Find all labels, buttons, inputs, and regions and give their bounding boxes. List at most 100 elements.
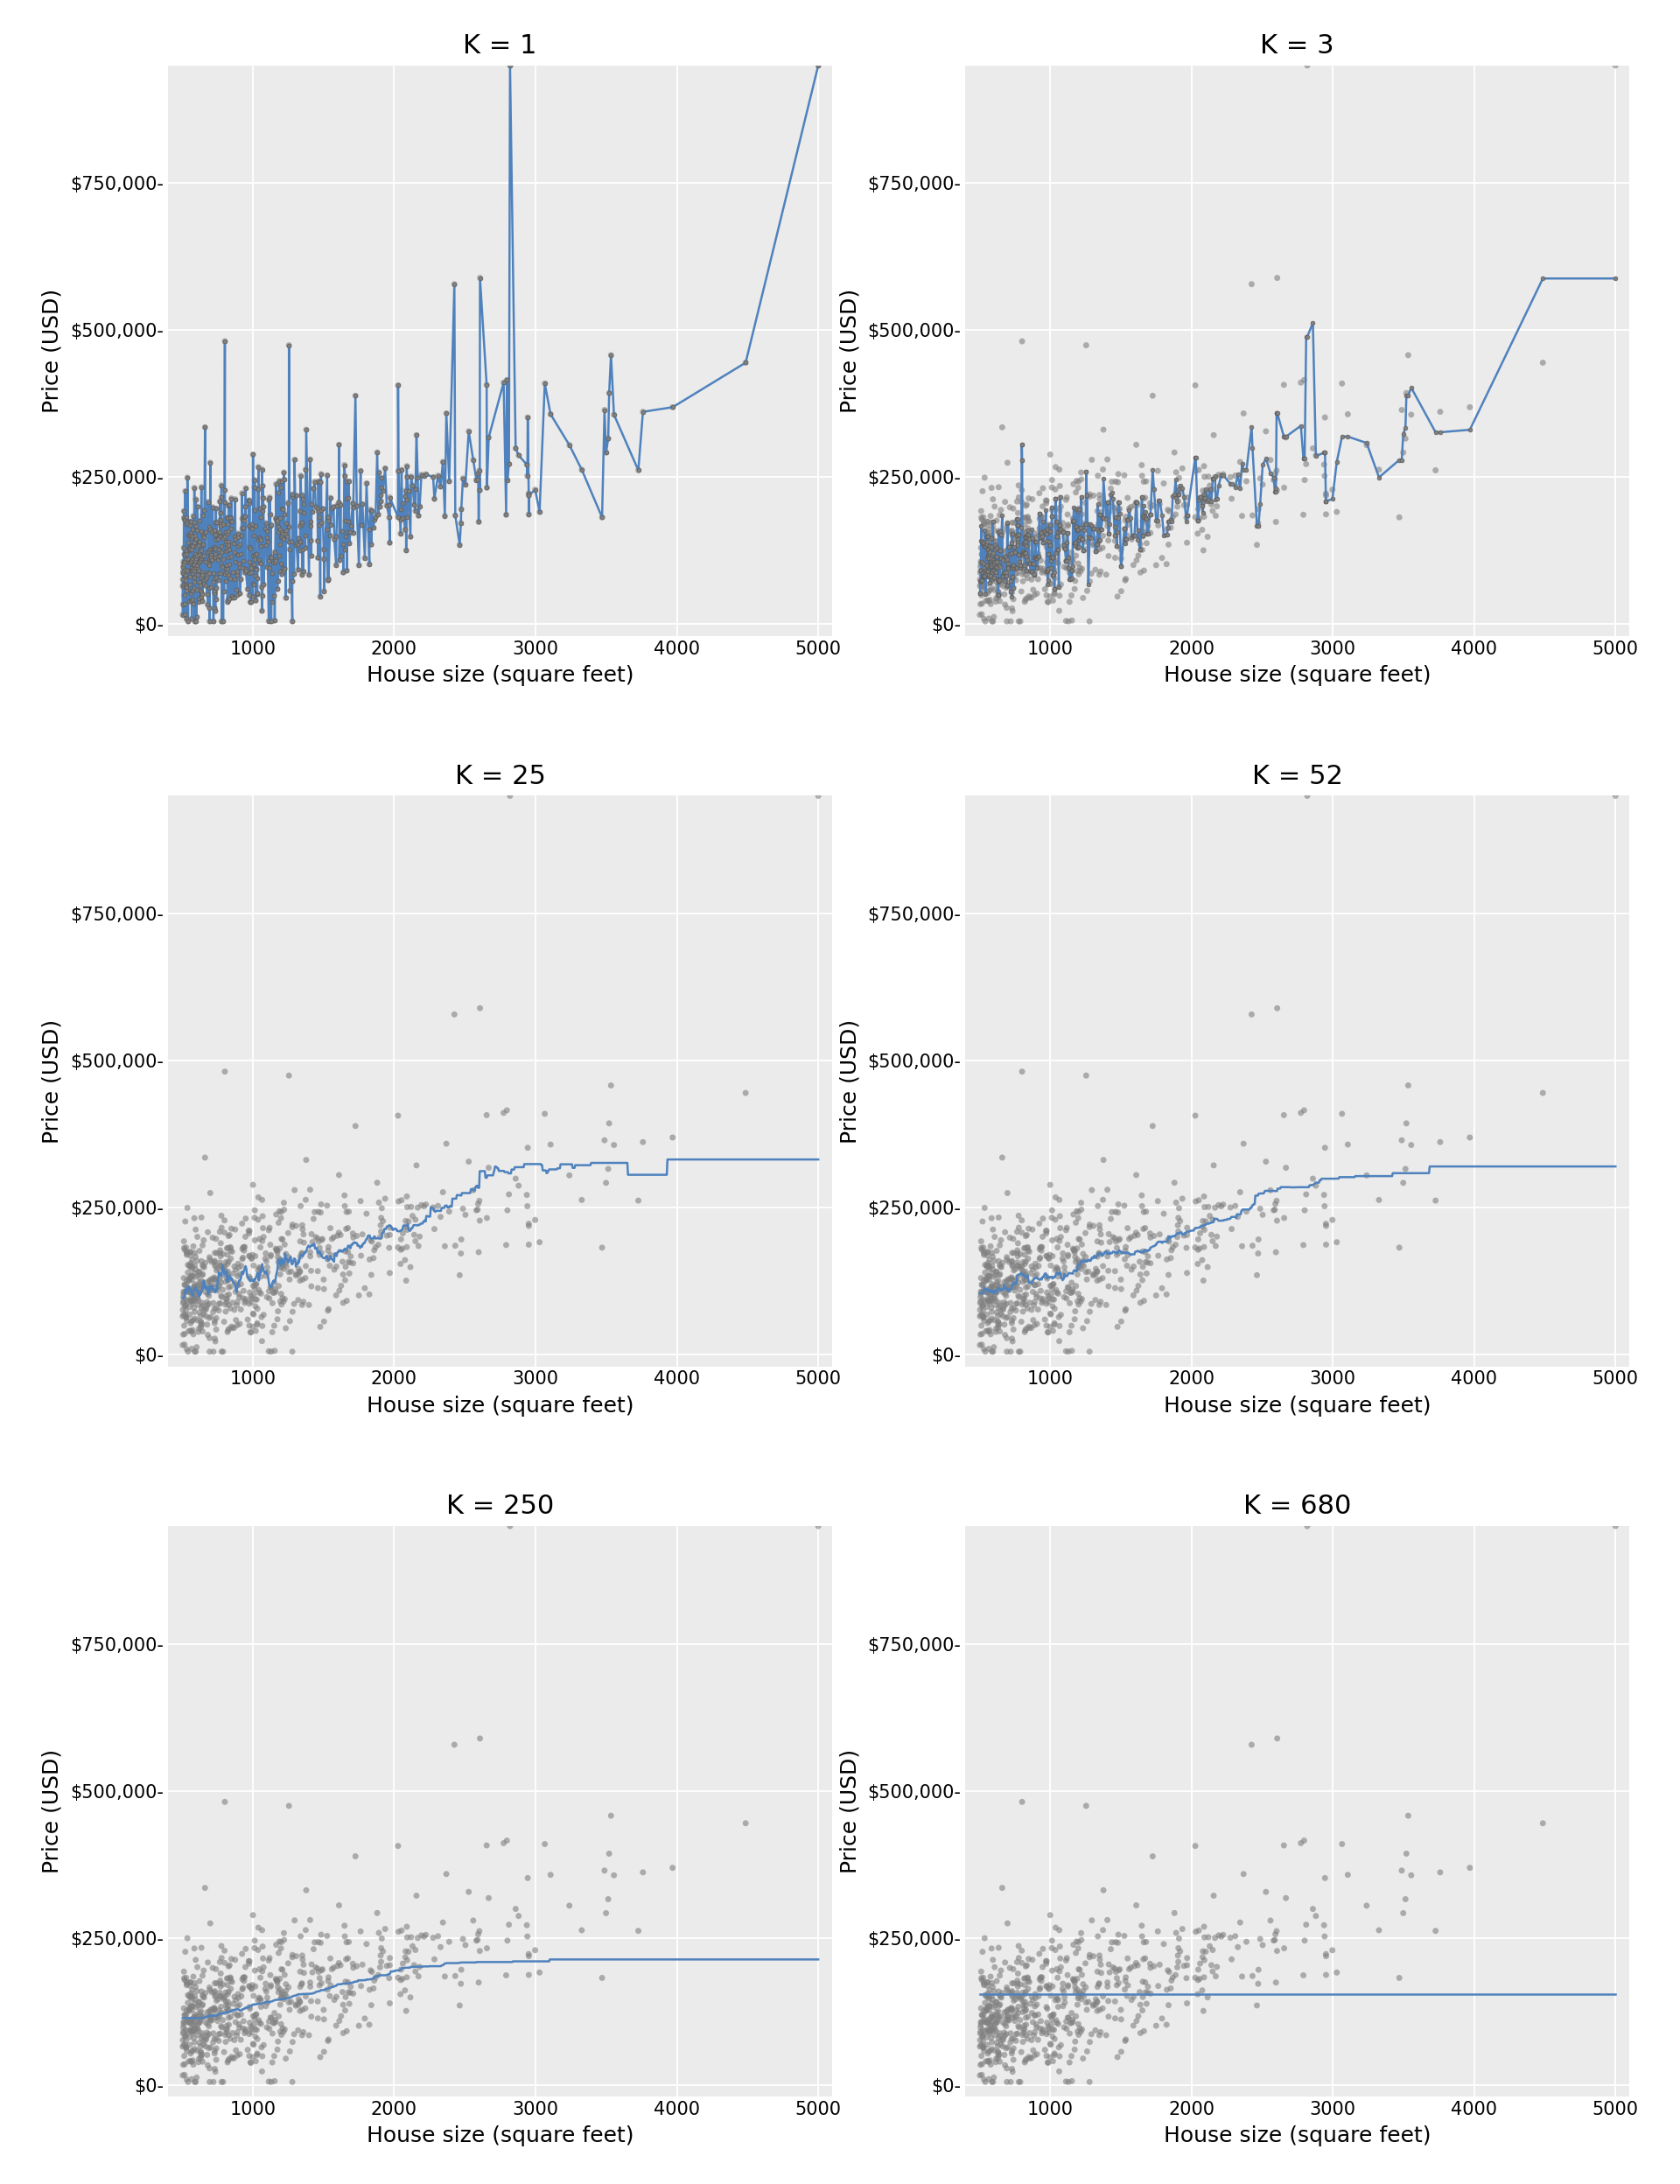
Point (1005, 509, 1032, 544)
Point (185, 1254, 212, 1289)
Point (230, 500, 257, 535)
Point (230, 1234, 257, 1269)
Point (197, 542, 223, 577)
Point (213, 1961, 240, 1996)
Point (282, 1258, 309, 1293)
Point (232, 555, 259, 590)
Point (228, 502, 255, 537)
Point (1068, 2011, 1095, 2046)
Point (173, 570, 200, 605)
Point (208, 2064, 235, 2099)
Point (366, 1950, 393, 1985)
Point (974, 2011, 1001, 2046)
Point (398, 1190, 425, 1225)
Point (202, 1324, 228, 1358)
Point (1394, 1797, 1421, 1832)
Point (304, 1950, 331, 1985)
Point (1386, 1230, 1413, 1265)
Point (210, 1249, 237, 1284)
Point (973, 544, 1000, 579)
Point (1045, 1230, 1072, 1265)
Point (171, 474, 198, 509)
Point (976, 529, 1003, 563)
Point (232, 1959, 259, 1994)
Point (185, 1310, 212, 1345)
Point (514, 400, 541, 435)
Point (974, 1306, 1001, 1341)
Point (279, 476, 306, 511)
Point (185, 2044, 212, 2079)
Point (984, 470, 1011, 505)
Point (1121, 2007, 1147, 2042)
Point (973, 1262, 1000, 1297)
Point (212, 1286, 239, 1321)
Point (365, 1957, 391, 1992)
Point (171, 2038, 198, 2073)
Point (230, 1959, 257, 1994)
Point (269, 2018, 296, 2053)
Point (995, 1992, 1021, 2027)
Point (170, 2029, 197, 2064)
Point (1055, 605, 1082, 640)
Point (181, 1334, 208, 1369)
Point (301, 1924, 328, 1959)
Point (1038, 1952, 1065, 1987)
Point (235, 1946, 262, 1981)
Point (287, 1223, 314, 1258)
Point (237, 1315, 264, 1350)
Point (297, 1946, 324, 1981)
Point (279, 605, 306, 640)
Point (180, 583, 207, 618)
Point (205, 522, 232, 557)
Point (370, 1203, 396, 1238)
Point (1164, 489, 1191, 524)
Point (183, 572, 210, 607)
Point (180, 1230, 207, 1265)
Point (405, 1230, 432, 1265)
Point (173, 557, 200, 592)
Point (227, 1256, 254, 1291)
Point (1117, 1221, 1144, 1256)
Point (249, 2029, 276, 2064)
Point (269, 1245, 296, 1280)
Point (388, 1952, 415, 1987)
Point (1068, 1915, 1095, 1950)
Point (307, 1236, 334, 1271)
Point (984, 579, 1011, 614)
Point (255, 1942, 282, 1977)
Point (202, 1979, 228, 2014)
Point (291, 1955, 318, 1990)
Point (1053, 1227, 1080, 1262)
Point (1104, 1230, 1131, 1265)
Point (200, 1295, 227, 1330)
Point (395, 1203, 422, 1238)
Point (968, 555, 995, 590)
Point (1193, 1935, 1220, 1970)
Point (591, 393, 618, 428)
Point (978, 2064, 1005, 2099)
Point (195, 2009, 222, 2044)
Point (1062, 1966, 1089, 2001)
Point (185, 557, 212, 592)
Point (1040, 1282, 1067, 1317)
Point (1038, 542, 1065, 577)
Point (1129, 1234, 1156, 1269)
Point (522, 472, 549, 507)
Point (1129, 1249, 1156, 1284)
Point (973, 2044, 1000, 2079)
Point (192, 2005, 218, 2040)
Point (363, 1230, 390, 1265)
Point (213, 555, 240, 590)
Point (326, 2003, 353, 2038)
Point (995, 1907, 1021, 1942)
Point (235, 2016, 262, 2051)
Point (974, 2014, 1001, 2049)
Point (230, 550, 257, 585)
Point (465, 1184, 492, 1219)
Point (393, 1959, 420, 1994)
Point (1006, 1280, 1033, 1315)
Point (247, 1251, 274, 1286)
Point (215, 1230, 242, 1265)
Point (1240, 498, 1267, 533)
Point (180, 1990, 207, 2025)
